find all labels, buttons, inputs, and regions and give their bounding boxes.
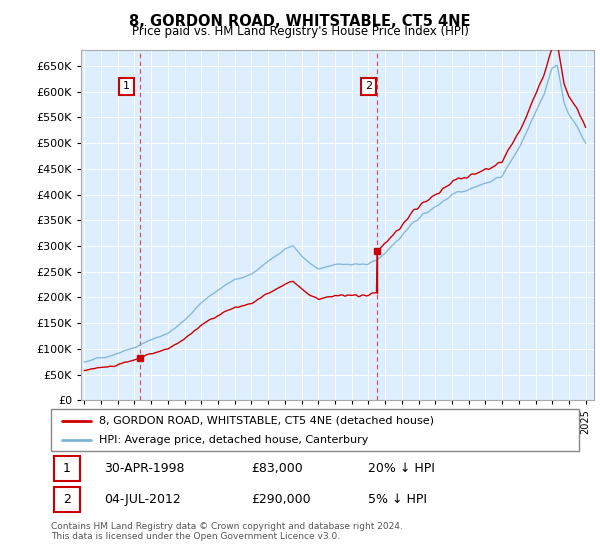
Text: HPI: Average price, detached house, Canterbury: HPI: Average price, detached house, Cant… (98, 435, 368, 445)
Text: 1: 1 (63, 462, 71, 475)
Text: 20% ↓ HPI: 20% ↓ HPI (368, 462, 434, 475)
Bar (53, 487, 80, 512)
Bar (53, 456, 80, 480)
Text: 2: 2 (365, 81, 372, 91)
Text: £83,000: £83,000 (251, 462, 304, 475)
Text: Price paid vs. HM Land Registry's House Price Index (HPI): Price paid vs. HM Land Registry's House … (131, 25, 469, 38)
Text: 04-JUL-2012: 04-JUL-2012 (104, 493, 181, 506)
Text: 8, GORDON ROAD, WHITSTABLE, CT5 4NE: 8, GORDON ROAD, WHITSTABLE, CT5 4NE (129, 14, 471, 29)
Text: Contains HM Land Registry data © Crown copyright and database right 2024.
This d: Contains HM Land Registry data © Crown c… (51, 522, 403, 542)
Text: 30-APR-1998: 30-APR-1998 (104, 462, 184, 475)
Text: 8, GORDON ROAD, WHITSTABLE, CT5 4NE (detached house): 8, GORDON ROAD, WHITSTABLE, CT5 4NE (det… (98, 416, 434, 426)
Text: £290,000: £290,000 (251, 493, 311, 506)
Text: 1: 1 (123, 81, 130, 91)
Text: 5% ↓ HPI: 5% ↓ HPI (368, 493, 427, 506)
Text: 2: 2 (63, 493, 71, 506)
